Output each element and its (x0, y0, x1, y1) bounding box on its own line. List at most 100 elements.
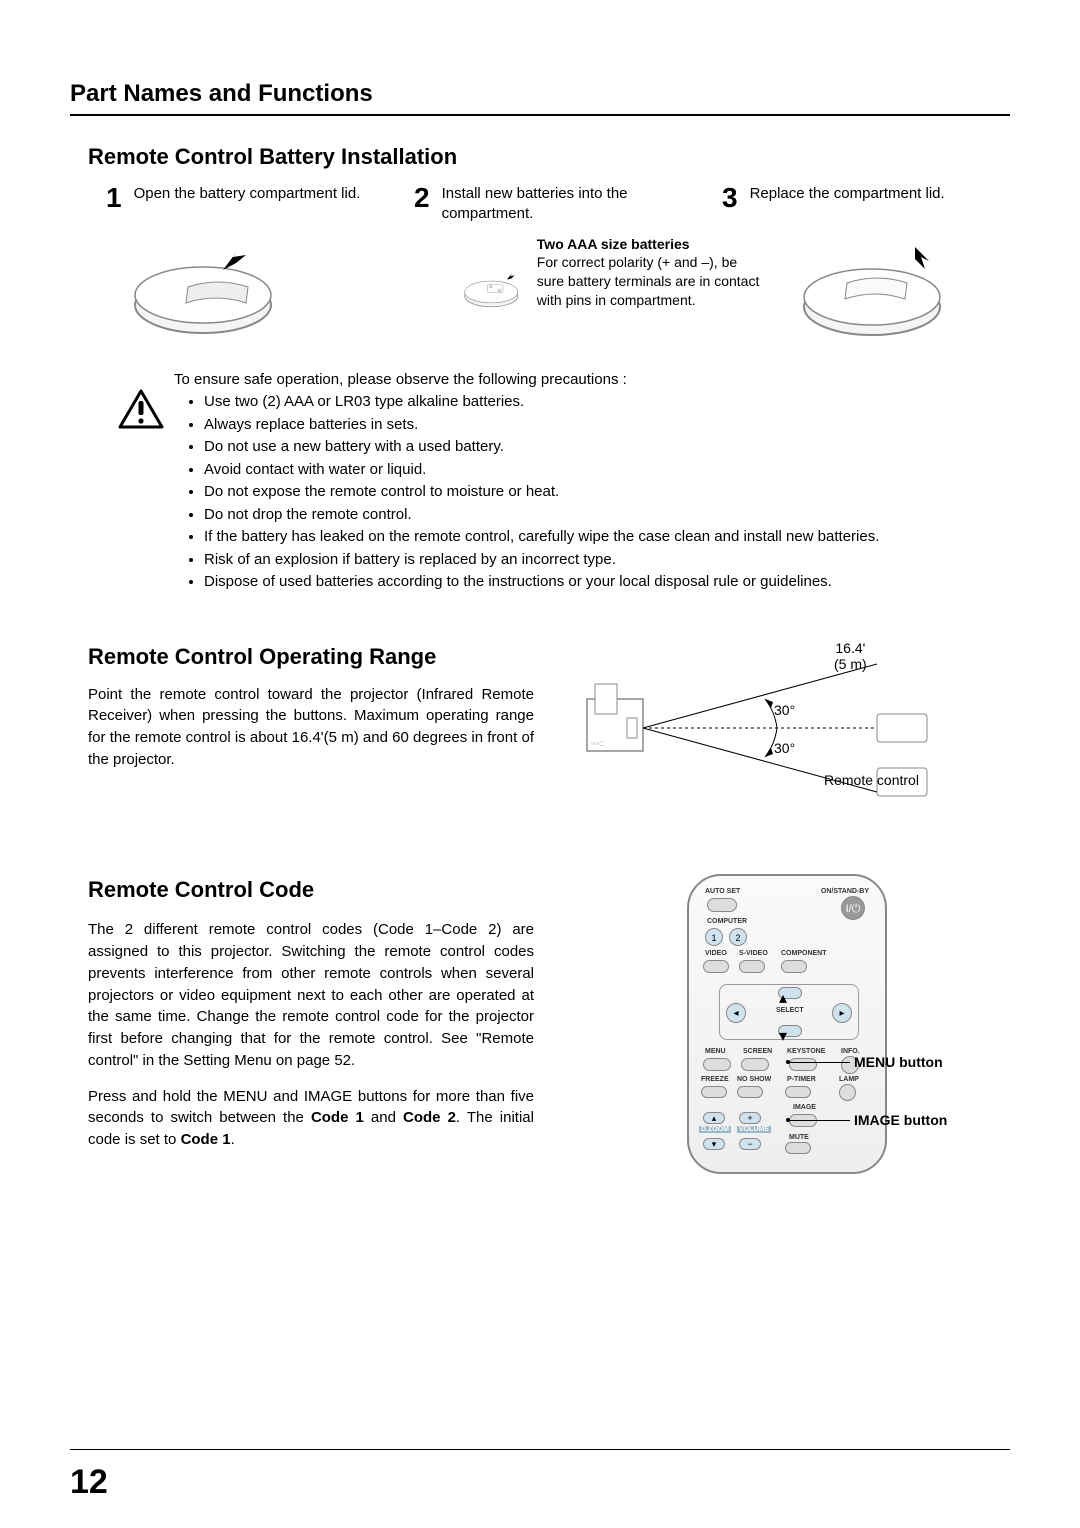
step-2: 2 Install new batteries into the compart… (414, 184, 702, 225)
steps-row: 1 Open the battery compartment lid. 2 In… (106, 184, 1010, 225)
code-and: and (364, 1109, 403, 1126)
caution-item: Avoid contact with water or liquid. (204, 459, 879, 482)
step-1: 1 Open the battery compartment lid. (106, 184, 394, 225)
caution-intro: To ensure safe operation, please observe… (174, 369, 879, 392)
lbl-noshow: NO SHOW (737, 1076, 771, 1083)
step3-image (797, 235, 1010, 345)
code-para1: The 2 different remote control codes (Co… (88, 919, 534, 1071)
range-distance-ft: 16.4' (834, 640, 867, 656)
caution-item: Do not use a new battery with a used bat… (204, 436, 879, 459)
btn-down: ▾ (778, 1025, 802, 1037)
caution-item: If the battery has leaked on the remote … (204, 526, 879, 549)
step2-image: + + Two AAA size batteries For correct p… (462, 235, 766, 345)
code-title: Remote Control Code (88, 874, 534, 906)
step-num-1: 1 (106, 184, 122, 212)
btn-power: I/⏻ (841, 896, 865, 920)
range-diagram: ◦◦◦:: 16.4' (5 m) 30° 30° Remote control (564, 644, 1010, 814)
callout-image-text: IMAGE button (854, 1112, 947, 1128)
btn-mute (785, 1142, 811, 1154)
btn-lamp (839, 1084, 856, 1101)
btn-component (781, 960, 807, 973)
lbl-lamp: LAMP (839, 1076, 859, 1083)
lbl-autoset: AUTO SET (705, 888, 740, 895)
code-para2: Press and hold the MENU and IMAGE button… (88, 1086, 534, 1151)
lbl-menu: MENU (705, 1048, 726, 1055)
btn-freeze (701, 1086, 727, 1098)
select-pad: SELECT ▴ ▾ ◂ ▸ (719, 984, 859, 1040)
btn-right: ▸ (832, 1003, 852, 1023)
caution-list: Use two (2) AAA or LR03 type alkaline ba… (204, 391, 879, 594)
code-c1b: Code 1 (181, 1131, 231, 1148)
step1-image (128, 235, 432, 345)
btn-ptimer (785, 1086, 811, 1098)
caution-item: Use two (2) AAA or LR03 type alkaline ba… (204, 391, 879, 414)
installation-title: Remote Control Battery Installation (88, 144, 1010, 170)
step-num-3: 3 (722, 184, 738, 212)
caution-block: To ensure safe operation, please observe… (118, 369, 1010, 594)
battery-note-title: Two AAA size batteries (537, 235, 767, 254)
btn-vol-dn: − (739, 1138, 761, 1150)
lbl-keystone: KEYSTONE (787, 1048, 825, 1055)
range-distance-m: (5 m) (834, 656, 867, 672)
btn-dzoom-up: ▴ (703, 1112, 725, 1124)
code-period: . (231, 1131, 235, 1148)
step-text-3: Replace the compartment lid. (750, 184, 945, 204)
caution-item: Always replace batteries in sets. (204, 414, 879, 437)
page-number: 12 (70, 1463, 108, 1502)
caution-item: Do not expose the remote control to mois… (204, 481, 879, 504)
lbl-dzoom: D.ZOOM (699, 1126, 731, 1133)
battery-note: Two AAA size batteries For correct polar… (537, 235, 767, 311)
btn-noshow (737, 1086, 763, 1098)
footer-rule (70, 1449, 1010, 1450)
code-c1: Code 1 (311, 1109, 364, 1126)
callout-image: IMAGE button (854, 1112, 947, 1128)
btn-autoset (707, 898, 737, 912)
callout-menu-text: MENU button (854, 1054, 943, 1070)
btn-screen (741, 1058, 769, 1071)
caution-text: To ensure safe operation, please observe… (174, 369, 879, 594)
btn-video (703, 960, 729, 973)
step-3: 3 Replace the compartment lid. (722, 184, 1010, 225)
btn-keystone (789, 1058, 817, 1071)
lbl-ptimer: P-TIMER (787, 1076, 816, 1083)
lbl-screen: SCREEN (743, 1048, 772, 1055)
range-angle-1: 30° (774, 702, 795, 718)
lbl-video: VIDEO (705, 950, 727, 957)
btn-dzoom-dn: ▾ (703, 1138, 725, 1150)
lbl-component: COMPONENT (781, 950, 827, 957)
svg-text:◦◦◦::: ◦◦◦:: (591, 739, 604, 748)
btn-left: ◂ (726, 1003, 746, 1023)
caution-item: Dispose of used batteries according to t… (204, 571, 879, 594)
range-title: Remote Control Operating Range (88, 644, 534, 670)
lbl-computer: COMPUTER (707, 918, 747, 925)
caution-item: Do not drop the remote control. (204, 504, 879, 527)
remote-body: AUTO SET ON/STAND-BY I/⏻ COMPUTER 1 2 VI… (687, 874, 887, 1174)
range-body: Point the remote control toward the proj… (88, 684, 534, 771)
section-title: Part Names and Functions (70, 80, 1010, 116)
btn-menu (703, 1058, 731, 1071)
lbl-select: SELECT (776, 1007, 804, 1014)
battery-note-body: For correct polarity (+ and –), be sure … (537, 253, 767, 310)
lbl-image: IMAGE (793, 1104, 816, 1111)
range-remote-label: Remote control (824, 772, 919, 788)
callout-menu: MENU button (854, 1054, 943, 1070)
caution-icon (118, 389, 164, 429)
step-text-2: Install new batteries into the compartme… (442, 184, 702, 225)
range-angle-2: 30° (774, 740, 795, 756)
btn-up: ▴ (778, 987, 802, 999)
images-row: + + Two AAA size batteries For correct p… (128, 235, 1010, 345)
caution-item: Risk of an explosion if battery is repla… (204, 549, 879, 572)
lbl-onstandby: ON/STAND-BY (821, 888, 869, 895)
btn-svideo (739, 960, 765, 973)
step-text-1: Open the battery compartment lid. (134, 184, 361, 204)
step-num-2: 2 (414, 184, 430, 212)
lbl-freeze: FREEZE (701, 1076, 729, 1083)
code-c2: Code 2 (403, 1109, 456, 1126)
lbl-volume: VOLUME (737, 1126, 771, 1133)
btn-vol-up: + (739, 1112, 761, 1124)
btn-comp2: 2 (729, 928, 747, 946)
lbl-svideo: S-VIDEO (739, 950, 768, 957)
lbl-mute: MUTE (789, 1134, 809, 1141)
remote-diagram: AUTO SET ON/STAND-BY I/⏻ COMPUTER 1 2 VI… (564, 874, 1010, 1174)
btn-comp1: 1 (705, 928, 723, 946)
